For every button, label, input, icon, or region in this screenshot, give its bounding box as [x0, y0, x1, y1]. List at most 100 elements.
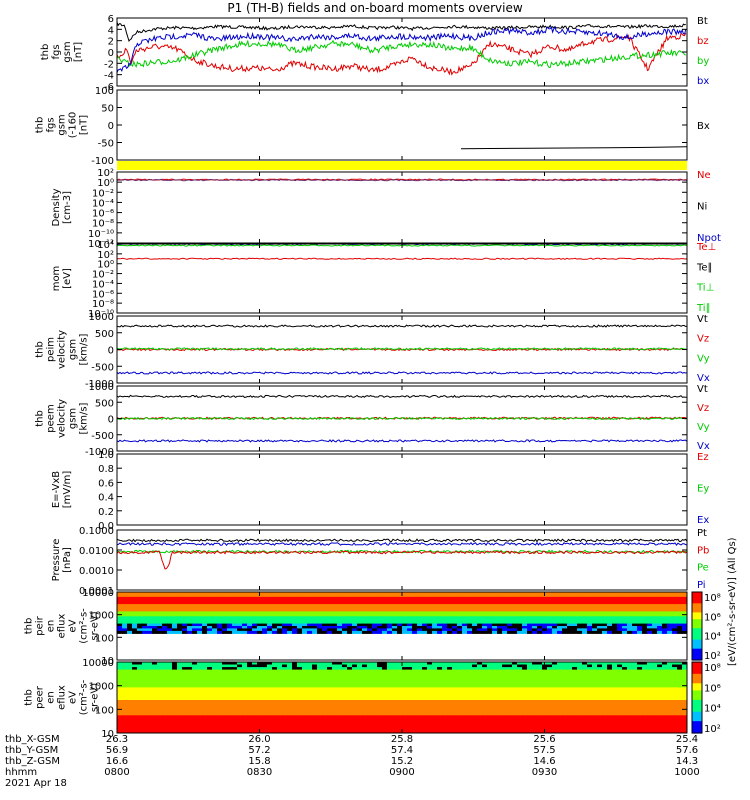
panel-peer-cell — [617, 689, 623, 693]
panel-peir-colorbar-cell — [692, 594, 702, 598]
panel-peir-cell — [127, 601, 133, 605]
panel-peer-cell — [137, 679, 143, 683]
panel-peir-cell — [607, 626, 613, 629]
panel-peer-cell — [652, 682, 658, 686]
panel-peer-cell — [437, 705, 443, 709]
panel-peir-cell — [507, 628, 513, 632]
panel-peer-cell — [677, 705, 683, 709]
panel-peir-cell — [642, 613, 648, 617]
panel-peer-cell — [382, 679, 388, 683]
panel-peir-cell — [512, 623, 518, 627]
panel-peer-cell — [642, 684, 648, 688]
panel-peir-cell — [542, 616, 548, 620]
panel-peir-cell — [232, 596, 238, 600]
panel-peir-cell — [182, 596, 188, 600]
panel-peir-cell — [387, 599, 393, 603]
panel-peer-cell — [187, 669, 193, 673]
panel-peir-cell — [322, 604, 328, 608]
panel-peer-cell — [462, 672, 468, 676]
panel-peer-cell — [402, 695, 408, 699]
panel-peir-cell — [392, 616, 398, 620]
panel-peir-cell — [247, 606, 253, 610]
panel-peer-cell — [482, 689, 488, 693]
panel-peer-cell — [172, 662, 178, 666]
panel-peir-cell — [637, 596, 643, 600]
panel-pressure-tick-label: 0.0100 — [79, 546, 114, 557]
panel-peir-cell — [227, 596, 233, 600]
panel-efield-tick-label: 0.4 — [98, 493, 114, 504]
panel-peer-cell — [422, 667, 428, 671]
panel-peer-cell — [207, 705, 213, 709]
panel-peer-cell — [287, 677, 293, 681]
panel-density-tick-label: 10⁻⁴ — [92, 198, 114, 209]
panel-peer-cell — [117, 689, 123, 693]
panel-peir-cell — [317, 623, 323, 627]
panel-peer-cell — [207, 667, 213, 671]
panel-peer-cell — [172, 664, 178, 668]
panel-peer-cell — [277, 664, 283, 668]
panel-peer-cell — [187, 677, 193, 681]
panel-peer-cell — [492, 697, 498, 701]
panel-peer-cell — [157, 664, 163, 668]
panel-peir-cell — [592, 618, 598, 622]
panel-peer-cell — [442, 662, 448, 666]
panel-peir-cell — [282, 618, 288, 622]
panel-peer-cell — [267, 712, 273, 716]
panel-peer-cell — [127, 705, 133, 709]
panel-fgs-legend-bz: bz — [697, 36, 709, 47]
panel-peir-cell — [672, 626, 678, 629]
panel-peer-cell — [297, 707, 303, 711]
panel-peer-cell — [237, 695, 243, 699]
panel-peer-cell — [132, 689, 138, 693]
panel-peer-cell — [422, 715, 428, 719]
panel-peer-cell — [662, 664, 668, 668]
panel-temperature-tick-label: 10⁻⁶ — [92, 289, 114, 300]
panel-peer-cell — [477, 697, 483, 701]
panel-peir-cell — [572, 613, 578, 617]
panel-peir-cell — [482, 621, 488, 625]
panel-peir-cell — [187, 626, 193, 629]
panel-peir-cell — [202, 592, 208, 595]
panel-peir-cell — [532, 618, 538, 622]
panel-peir-cell — [342, 618, 348, 622]
panel-peer-cell — [337, 710, 343, 714]
panel-peir-cell — [602, 601, 608, 605]
panel-peir-cell — [317, 601, 323, 605]
panel-peer-cell — [677, 672, 683, 676]
panel-peir-cell — [517, 618, 523, 622]
panel-peir-cell — [412, 621, 418, 625]
panel-peer-cell — [442, 692, 448, 696]
panel-peir-cell — [202, 594, 208, 598]
panel-peir-cell — [332, 628, 338, 632]
panel-peer-cell — [532, 707, 538, 711]
panel-peir-cell — [142, 604, 148, 608]
panel-peer-cell — [597, 695, 603, 699]
panel-peer-cell — [222, 684, 228, 688]
panel-peer-cell — [147, 669, 153, 673]
panel-peer-cell — [267, 702, 273, 706]
panel-peir-cell — [352, 616, 358, 620]
panel-peer-cell — [122, 705, 128, 709]
panel-peir-cell — [557, 628, 563, 632]
panel-peer-cell — [257, 702, 263, 706]
panel-peer-cell — [577, 682, 583, 686]
panel-peem-ylabel-line: peem — [46, 404, 57, 432]
panel-peer-cell — [457, 715, 463, 719]
panel-peer-cell — [637, 687, 643, 691]
panel-peir-cell — [377, 601, 383, 605]
panel-peir-cell — [417, 601, 423, 605]
panel-peer-cell — [282, 712, 288, 716]
panel-peir-cell — [667, 616, 673, 620]
panel-peer-cell — [672, 672, 678, 676]
panel-efield-legend-ez: Ez — [697, 452, 709, 463]
panel-peer-cell — [187, 664, 193, 668]
panel-peir-cell — [492, 592, 498, 595]
panel-peer-cell — [377, 682, 383, 686]
panel-peer-cell — [202, 687, 208, 691]
panel-peir-cell — [482, 628, 488, 632]
panel-peer-cell — [342, 672, 348, 676]
panel-peer-cell — [577, 705, 583, 709]
panel-peir-cell — [652, 626, 658, 629]
panel-peer-cell — [592, 692, 598, 696]
panel-peer-cell — [437, 684, 443, 688]
